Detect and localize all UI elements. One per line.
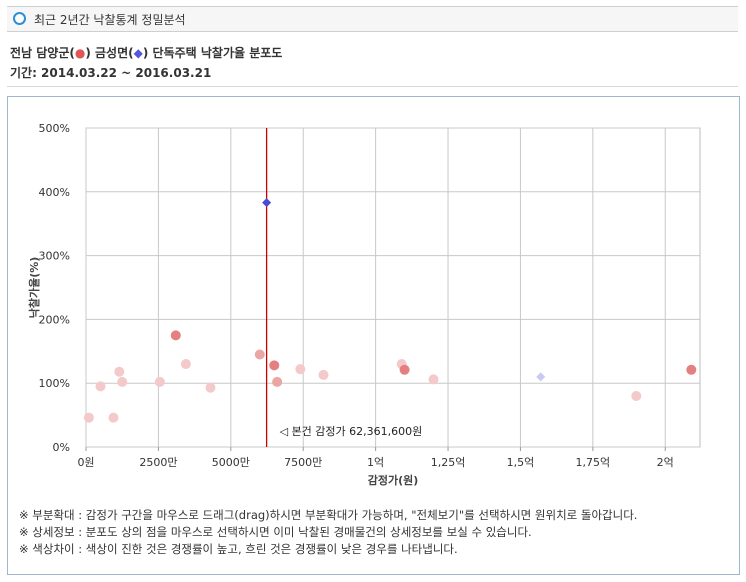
- data-point: [686, 364, 697, 375]
- x-tick-label: 1,25억: [431, 456, 466, 469]
- x-tick-label: 1,5억: [507, 456, 535, 469]
- y-axis-label: 낙찰가율(%): [27, 257, 41, 319]
- x-tick-label: 0원: [77, 456, 94, 469]
- x-axis-label: 감정가(원): [368, 473, 419, 487]
- x-tick-label: 2억: [657, 456, 674, 469]
- data-point: [295, 364, 306, 375]
- red-circle-legend-icon: ●: [74, 46, 86, 60]
- data-point: [428, 374, 439, 385]
- chart-subtitle: 전남 담양군(●) 금성면(◆) 단독주택 낙찰가율 분포도: [10, 44, 282, 61]
- data-point: [205, 382, 216, 393]
- circle-bullet-icon: [13, 12, 26, 25]
- chart-frame: 0% 100% 200% 300% 400% 500% 0원 2500만 5000만 7500만 1…: [7, 96, 740, 575]
- note-color: ※ 색상차이 : 색상이 진한 것은 경쟁률이 높고, 흐린 것은 경쟁률이 낮…: [19, 542, 458, 556]
- x-tick-label: 1억: [367, 456, 384, 469]
- reference-line-label: ◁ 본건 감정가 62,361,600원: [280, 425, 423, 438]
- data-point: [154, 376, 165, 387]
- data-point: [180, 359, 191, 370]
- notes: ※ 부분확대 : 감정가 구간을 마우스로 드래그(drag)하시면 부분확대가…: [19, 507, 637, 558]
- data-point: [83, 412, 94, 423]
- y-tick-label: 400%: [39, 186, 70, 199]
- subtitle-prefix: 전남 담양군(: [10, 46, 75, 60]
- section-title: 최근 2년간 낙찰통계 정밀분석: [34, 13, 186, 27]
- data-point: [108, 412, 119, 423]
- data-point: [117, 376, 128, 387]
- data-point: [254, 349, 265, 360]
- note-zoom: ※ 부분확대 : 감정가 구간을 마우스로 드래그(drag)하시면 부분확대가…: [19, 508, 638, 522]
- y-tick-label: 300%: [39, 250, 70, 263]
- data-point: [170, 330, 181, 341]
- subtitle-middle: ) 금성면(: [85, 46, 134, 60]
- data-point: [318, 369, 329, 380]
- section-header: 최근 2년간 낙찰통계 정밀분석: [7, 6, 738, 32]
- divider: [7, 86, 738, 87]
- y-tick-label: 100%: [39, 377, 70, 390]
- data-point: [95, 381, 106, 392]
- x-tick-label: 2500만: [139, 456, 177, 469]
- x-tick-label: 1,75억: [576, 456, 611, 469]
- data-point: [272, 376, 283, 387]
- data-point-diamond: [262, 198, 272, 208]
- data-point: [114, 366, 125, 377]
- y-tick-label: 0%: [53, 441, 70, 454]
- y-tick-label: 500%: [39, 122, 70, 135]
- data-point: [631, 390, 642, 401]
- note-detail: ※ 상세정보 : 분포도 상의 점을 마우스로 선택하시면 이미 낙찰된 경매물…: [19, 525, 532, 539]
- data-point-diamond: [536, 372, 546, 382]
- plot-area: [85, 127, 701, 448]
- data-point: [399, 364, 410, 375]
- y-tick-label: 200%: [39, 313, 70, 326]
- x-tick-label: 5000만: [212, 456, 250, 469]
- subtitle-suffix: ) 단독주택 낙찰가율 분포도: [142, 46, 283, 60]
- blue-diamond-legend-icon: ◆: [133, 46, 143, 60]
- x-tick-label: 7500만: [284, 456, 322, 469]
- chart-period: 기간: 2014.03.22 ~ 2016.03.21: [10, 66, 212, 80]
- data-point: [269, 360, 280, 371]
- scatter-chart[interactable]: 0% 100% 200% 300% 400% 500% 0원 2500만 5000만 7500만 1…: [8, 97, 739, 574]
